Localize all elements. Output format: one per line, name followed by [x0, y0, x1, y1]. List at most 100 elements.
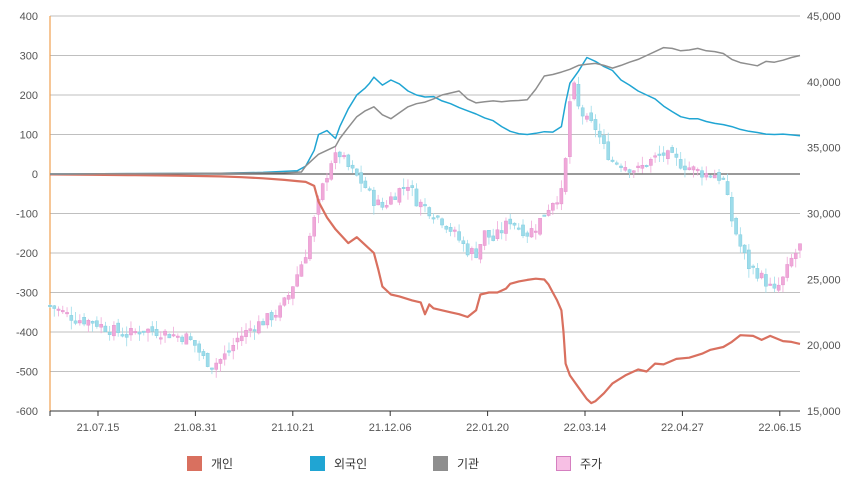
candle [533, 230, 538, 233]
legend-item-individual[interactable]: 개인 [187, 455, 233, 472]
candle [129, 328, 133, 336]
y-left-tick-label: 400 [20, 11, 38, 23]
y-right-tick-label: 25,000 [807, 274, 841, 286]
candle [623, 167, 628, 171]
candle [52, 305, 57, 309]
x-tick-label: 21.08.31 [174, 422, 217, 434]
candle [678, 159, 683, 169]
candle [619, 165, 623, 168]
y-left-tick-label: -300 [16, 288, 38, 300]
candle [171, 334, 176, 337]
candle [521, 224, 525, 237]
candle [465, 243, 470, 256]
candle [274, 315, 278, 318]
candle [580, 107, 585, 117]
candle [90, 321, 95, 324]
candle [291, 286, 295, 299]
candle [337, 151, 342, 158]
candle [772, 283, 777, 289]
candle [205, 353, 210, 367]
candle [214, 362, 218, 370]
y-right-tick-label: 30,000 [807, 209, 841, 221]
candle [269, 312, 274, 321]
candle [158, 337, 163, 340]
candle [56, 308, 61, 311]
candle [495, 229, 500, 239]
candle [491, 235, 495, 241]
candle [470, 248, 474, 254]
candle [137, 331, 142, 335]
candle [231, 344, 236, 352]
legend-item-foreign[interactable]: 외국인 [310, 455, 367, 472]
candle [218, 359, 223, 364]
candle [589, 112, 593, 121]
candle [742, 244, 747, 253]
candle [116, 322, 120, 333]
candle [721, 177, 726, 180]
candle [133, 331, 138, 334]
candle [666, 150, 670, 159]
candle [282, 297, 287, 306]
candle [525, 232, 530, 237]
candle [725, 181, 730, 195]
candle [235, 337, 240, 343]
candle [423, 204, 427, 207]
candle [261, 321, 265, 326]
candle [793, 252, 798, 259]
candle [397, 188, 402, 203]
legend: 개인 외국인 기관 주가 [0, 455, 856, 481]
candle [299, 264, 304, 277]
legend-item-stock-price[interactable]: 주가 [556, 455, 602, 472]
candle [163, 330, 167, 336]
candle [440, 218, 444, 226]
y-right-tick-label: 20,000 [807, 340, 841, 352]
candle [644, 165, 649, 167]
candle [482, 230, 487, 246]
candle [559, 188, 564, 205]
candle [555, 202, 559, 205]
candle [176, 335, 180, 338]
candle [704, 173, 709, 178]
candle [687, 167, 692, 170]
candle [738, 234, 743, 247]
candle [730, 197, 734, 222]
candle [227, 350, 231, 353]
candle [597, 130, 602, 138]
candle [768, 283, 772, 286]
legend-item-institution[interactable]: 기관 [433, 455, 479, 472]
candle [359, 172, 363, 184]
candle [649, 159, 653, 166]
candle [593, 119, 598, 130]
candle [48, 305, 52, 307]
chart-svg: 400 300 200 100 0 -100 -200 -300 -400 -500 -600 45,… [16, 11, 841, 434]
candle [712, 175, 717, 179]
y-left-tick-label: 100 [20, 130, 38, 142]
candle [363, 180, 368, 188]
candle [551, 203, 555, 211]
legend-label-individual: 개인 [211, 457, 234, 471]
candle [683, 165, 687, 171]
candle [380, 201, 385, 208]
series-line-foreign [49, 56, 801, 175]
candle [734, 218, 738, 235]
series-line-individual [49, 173, 801, 405]
candle [342, 155, 346, 158]
candle [107, 332, 112, 335]
candle [146, 328, 150, 333]
candle [239, 335, 244, 342]
candle [78, 320, 82, 324]
candle [308, 235, 312, 260]
legend-swatch-foreign [310, 456, 325, 471]
candle [632, 170, 636, 173]
candle [546, 209, 551, 216]
candle [606, 141, 611, 160]
candle [751, 265, 755, 268]
series-line-institution [49, 46, 801, 175]
candle [222, 353, 227, 360]
candle [325, 178, 329, 183]
candle [376, 199, 380, 206]
candle [295, 274, 299, 287]
candle [453, 229, 457, 232]
candle [457, 231, 461, 241]
candle [781, 276, 785, 286]
